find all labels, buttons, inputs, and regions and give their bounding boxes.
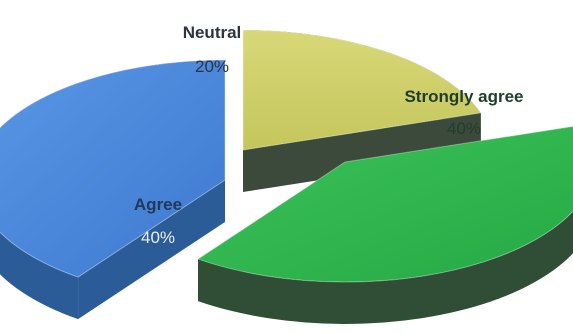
slice-label-strongly-agree: Strongly agree <box>404 87 523 106</box>
slice-percent-neutral: 20% <box>195 57 229 76</box>
slice-label-neutral: Neutral <box>183 23 242 42</box>
slice-percent-agree: 40% <box>141 228 175 247</box>
pie-slice-side <box>198 211 573 324</box>
slice-percent-strongly-agree: 40% <box>447 119 481 138</box>
pie-slice-top <box>242 29 482 151</box>
pie-slice-wall <box>78 180 226 320</box>
pie-slice-neutral <box>242 29 482 192</box>
slice-label-agree: Agree <box>134 195 182 214</box>
pie-slice-top <box>0 59 226 278</box>
pie-slice-agree <box>0 59 226 320</box>
pie-slice-wall <box>243 112 481 192</box>
pie-slice-top <box>196 125 573 283</box>
pie-slice-strongly-agree <box>196 125 573 324</box>
